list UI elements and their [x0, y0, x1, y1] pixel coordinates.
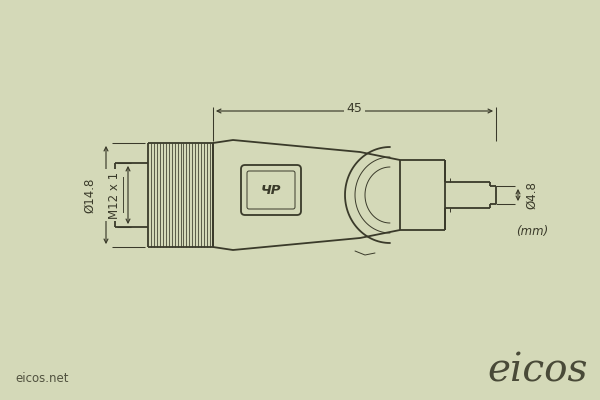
Text: (mm): (mm) [516, 224, 548, 238]
Text: eicos: eicos [487, 353, 588, 390]
FancyBboxPatch shape [241, 165, 301, 215]
Text: 45: 45 [347, 102, 362, 116]
Text: M12 x 1: M12 x 1 [107, 172, 121, 218]
Text: ЧP: ЧP [261, 184, 281, 196]
Text: eicos.net: eicos.net [15, 372, 68, 385]
Text: Ø14.8: Ø14.8 [83, 177, 97, 213]
Text: Ø4.8: Ø4.8 [526, 181, 539, 209]
